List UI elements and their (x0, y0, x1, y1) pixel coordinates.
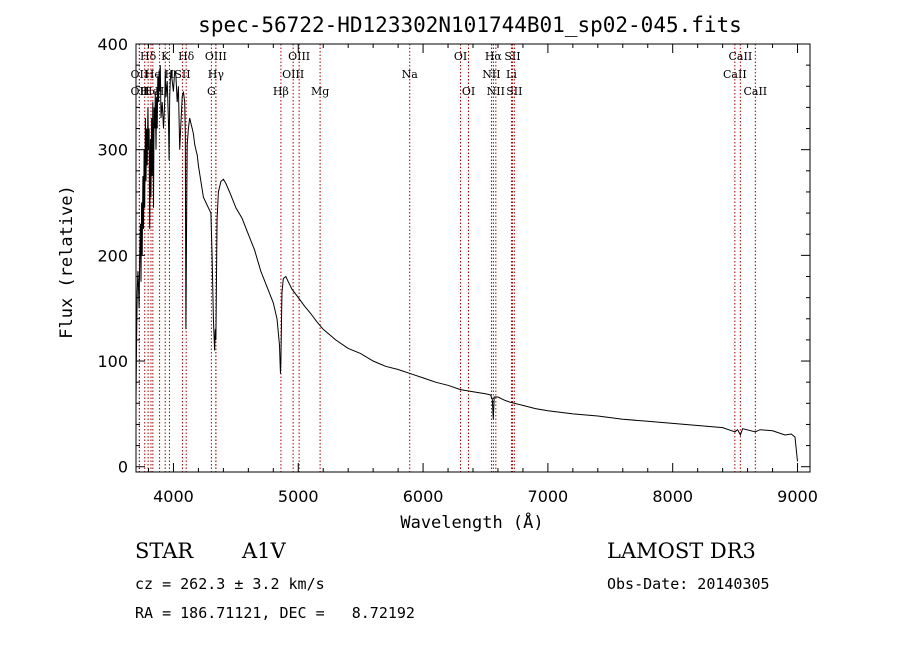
marker-label-6: Hα (485, 50, 503, 63)
y-tick-label: 300 (97, 141, 128, 160)
chart-title: spec-56722-HD123302N101744B01_sp02-045.f… (198, 13, 742, 37)
y-tick-label: 400 (97, 35, 128, 54)
x-tick-label: 6000 (403, 487, 444, 506)
marker-label-28: SII (506, 85, 522, 98)
coordinates: RA = 186.71121, DEC = 8.72192 (135, 604, 415, 622)
marker-label-11: H (165, 68, 175, 81)
marker-label-24: Hβ (273, 85, 289, 98)
marker-label-0: Hδ (140, 50, 157, 63)
observation-date: Obs-Date: 20140305 (607, 575, 770, 593)
marker-label-27: NII (487, 85, 505, 98)
x-tick-label: 5000 (278, 487, 319, 506)
x-axis-ticks: 4000 5000 6000 7000 8000 9000 (148, 44, 817, 506)
marker-label-5: OI (454, 50, 467, 63)
marker-label-23: G (207, 85, 216, 98)
marker-label-14: OIII (282, 68, 304, 81)
marker-label-7: SII (504, 50, 520, 63)
marker-label-17: Li (506, 68, 517, 81)
x-tick-label: 4000 (153, 487, 194, 506)
marker-label-15: Na (402, 68, 419, 81)
object-subclass: A1V (242, 539, 286, 563)
marker-label-8: CaII (729, 50, 753, 63)
y-tick-label: 200 (97, 246, 128, 265)
survey-name: LAMOST DR3 (607, 539, 756, 563)
marker-label-18: CaII (723, 68, 747, 81)
x-axis-label: Wavelength (Å) (400, 511, 543, 533)
y-tick-label: 100 (97, 352, 128, 371)
marker-label-25: Mg (311, 85, 329, 98)
y-tick-label: 0 (118, 458, 128, 477)
spectrum-series-line (136, 65, 798, 461)
object-type: STAR (135, 539, 193, 563)
marker-label-29: CaII (743, 85, 767, 98)
marker-label-13: Hγ (208, 68, 225, 81)
x-tick-label: 9000 (777, 487, 818, 506)
marker-label-4: OIII (288, 50, 310, 63)
marker-label-3: OIII (205, 50, 227, 63)
marker-label-26: OI (462, 85, 475, 98)
marker-label-1: K (161, 50, 170, 63)
marker-label-16: NII (482, 68, 500, 81)
emission-line-markers (139, 44, 755, 472)
x-tick-label: 7000 (528, 487, 569, 506)
marker-label-12: SII (174, 68, 190, 81)
x-tick-label: 8000 (652, 487, 693, 506)
y-axis-label: Flux (relative) (57, 185, 77, 339)
y-axis-ticks: 0 100 200 300 400 (97, 35, 810, 477)
marker-label-2: Hδ (178, 50, 195, 63)
plot-frame (136, 44, 810, 472)
redshift-velocity: cz = 262.3 ± 3.2 km/s (135, 575, 325, 593)
